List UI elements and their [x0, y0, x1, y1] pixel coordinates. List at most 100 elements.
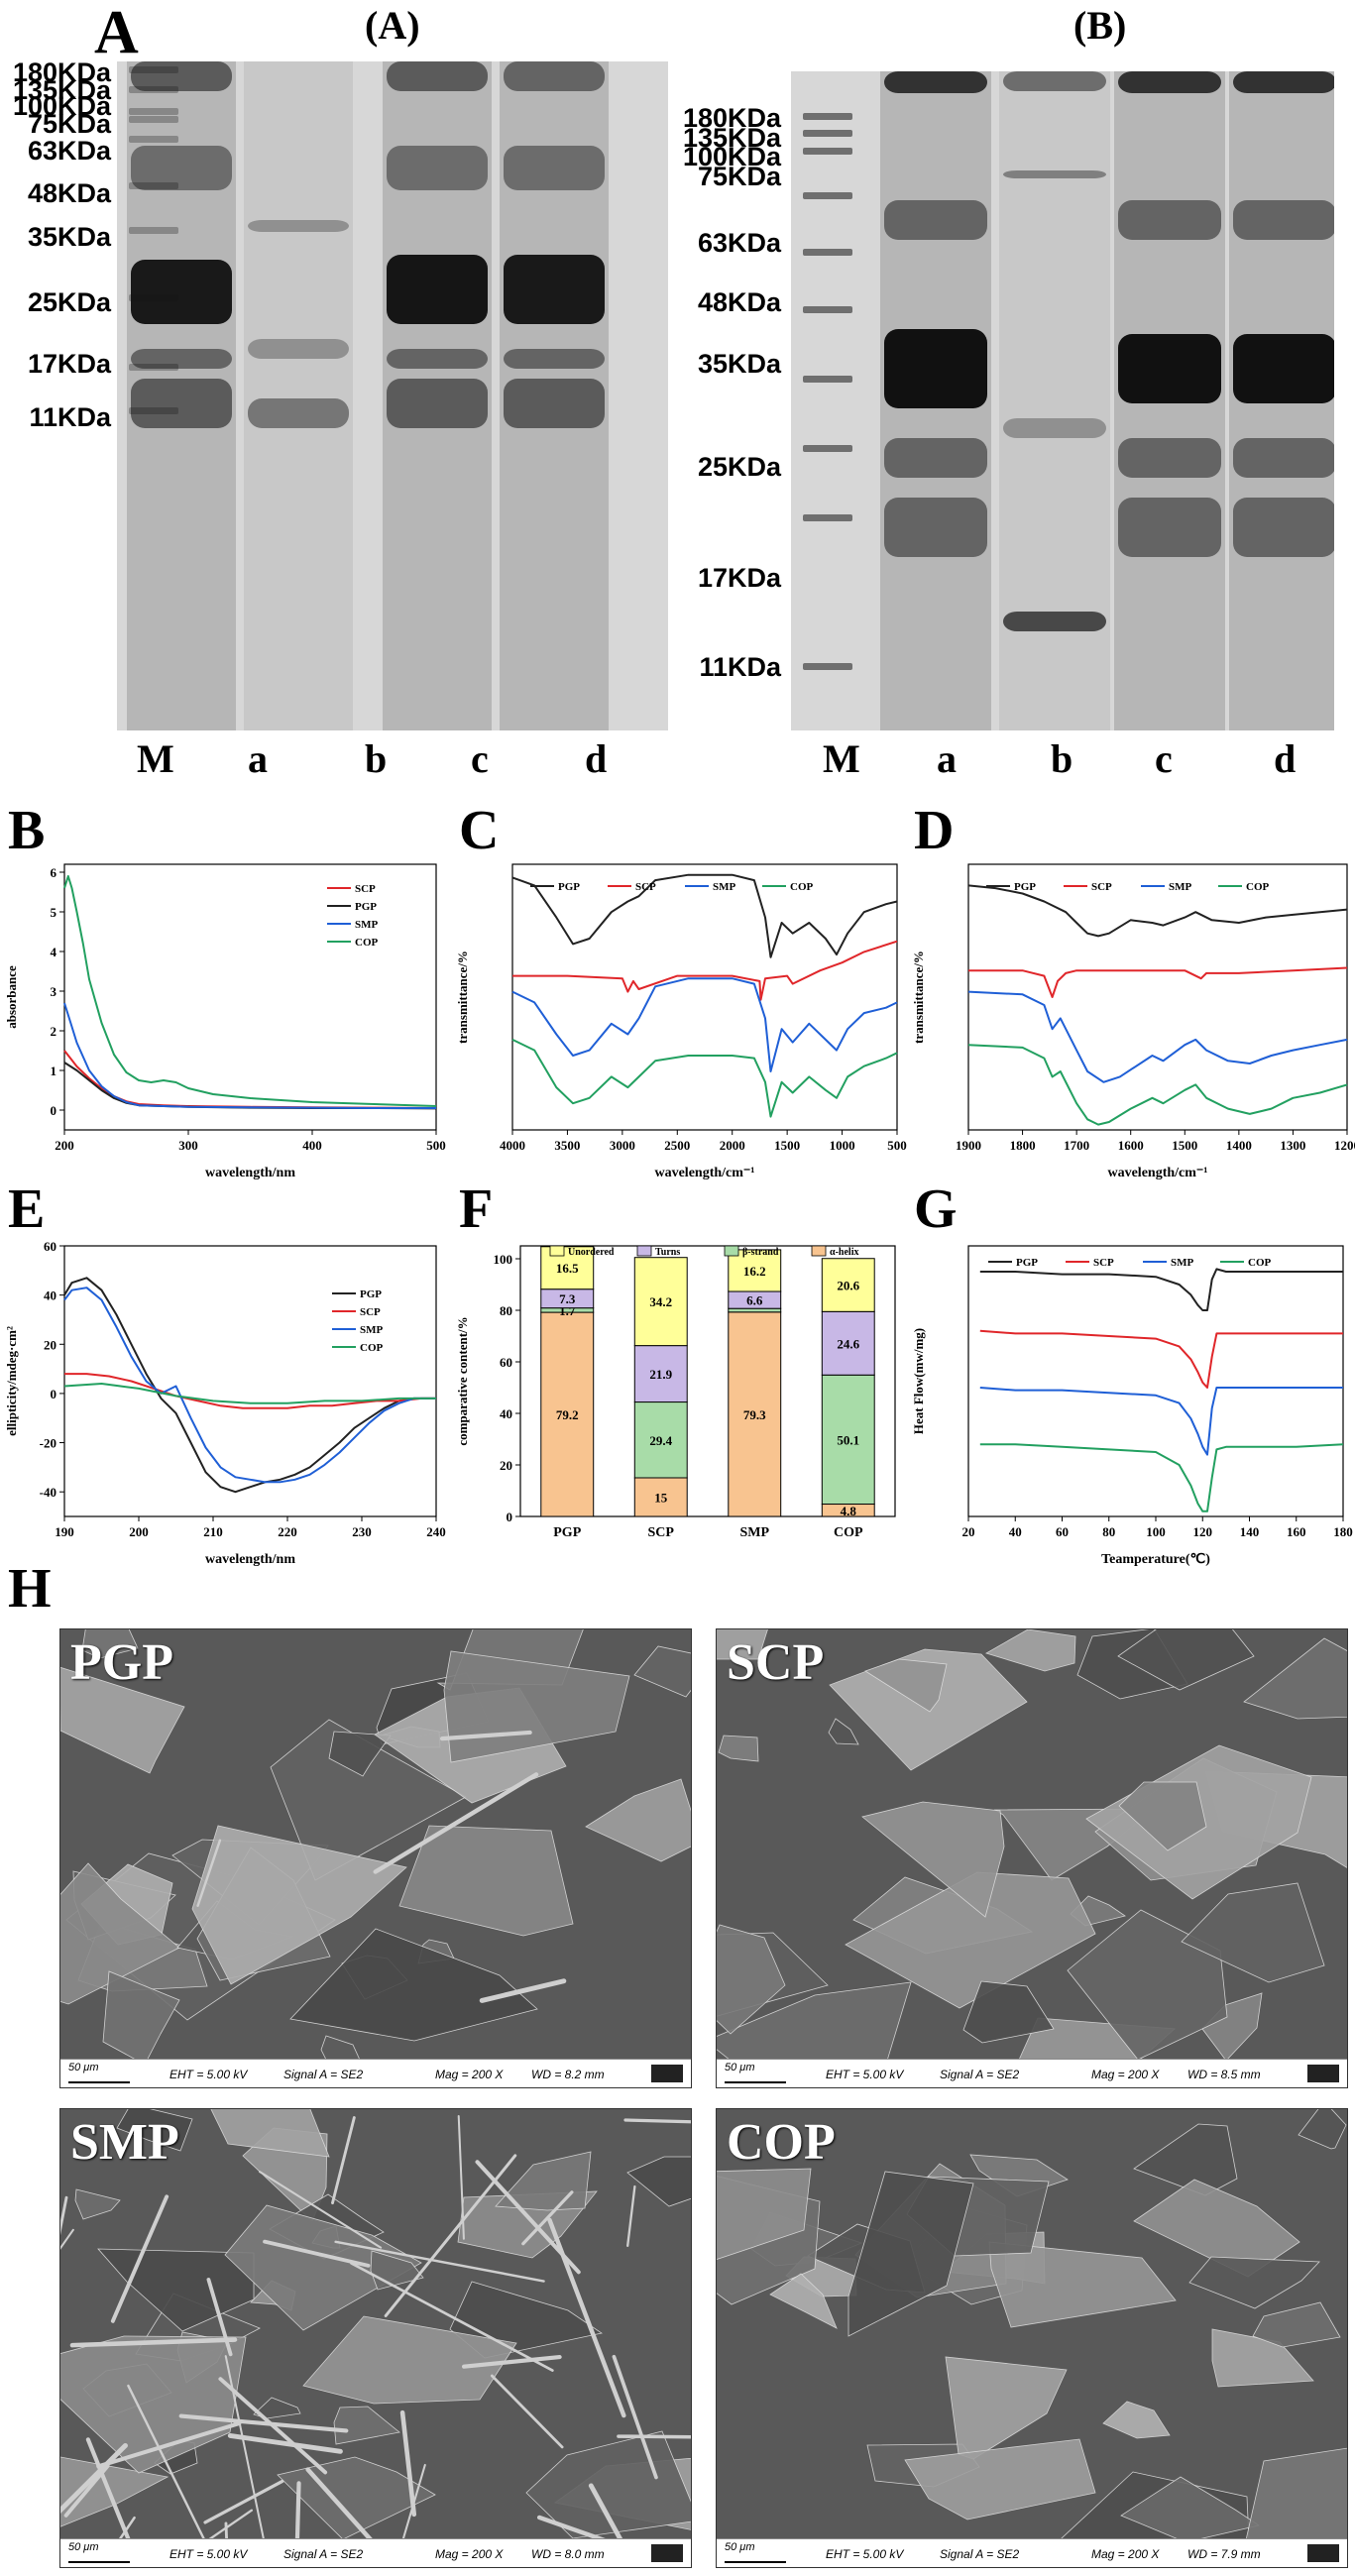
legend-swatch-ahelix — [811, 1245, 827, 1257]
legend-label: COP — [360, 1342, 384, 1354]
marker-label-left: 11KDa — [29, 402, 111, 432]
legend-label: COP — [790, 881, 814, 893]
series-line-pgp — [63, 1277, 436, 1494]
x-tick-label: 80 — [1102, 1524, 1115, 1539]
sem-image-smp: SMP 50 μm EHT = 5.00 kV Signal A = SE2 Mag =… — [59, 2108, 692, 2568]
x-tick-label: 1800 — [1010, 1138, 1036, 1153]
sem-fiber — [475, 2160, 581, 2275]
x-tick-label: 1400 — [1226, 1138, 1252, 1153]
marker-band — [803, 376, 852, 383]
bar-value-label: 16.2 — [743, 1264, 766, 1279]
x-tick-label: 2500 — [664, 1138, 690, 1153]
sem-fiber — [612, 2354, 658, 2480]
sem-flake — [861, 1801, 1005, 1918]
sem-texture — [717, 2109, 1347, 2539]
marker-label-right: 63KDa — [697, 228, 781, 258]
marker-label-left: 48KDa — [27, 178, 111, 208]
sem-fiber — [399, 2409, 417, 2518]
marker-label-right: 100KDa — [682, 142, 781, 171]
legend-label: PGP — [355, 901, 377, 913]
x-tick-label: 60 — [1056, 1524, 1069, 1539]
x-tick-label: 40 — [1009, 1524, 1022, 1539]
sem-flake — [289, 1928, 538, 2042]
panel-letter-a: A — [94, 0, 139, 66]
lane-label-right: d — [1274, 736, 1297, 781]
sem-flake — [1067, 1909, 1228, 2060]
x-tick-label: 2000 — [720, 1138, 745, 1153]
bar-value-label: 29.4 — [649, 1433, 672, 1448]
zeiss-logo — [651, 2544, 683, 2562]
panel-letter-g: G — [914, 1178, 958, 1240]
sem-flake — [717, 2168, 812, 2261]
sem-flake — [1188, 2256, 1320, 2309]
legend-label: COP — [355, 937, 379, 949]
protein-band — [1233, 498, 1334, 557]
sem-wd-text: WD = 8.5 mm — [1187, 2068, 1261, 2081]
marker-label-right: 75KDa — [697, 162, 781, 191]
x-tick-label: 230 — [352, 1524, 372, 1539]
bar-segment-ahelix — [540, 1311, 595, 1517]
protein-band — [1233, 71, 1334, 93]
y-tick-label: 6 — [51, 865, 57, 880]
sem-flake — [60, 2456, 169, 2527]
sem-fiber — [439, 1730, 532, 1741]
sem-flake — [717, 1629, 768, 1660]
marker-band — [803, 514, 852, 521]
sem-flake — [1211, 2328, 1314, 2388]
chart-f-secondary-structure: 0 20 40 60 80 100 comparative content/% 79.2 1.7… — [451, 1234, 907, 1576]
sem-flake — [81, 1629, 139, 1659]
gel-lane — [999, 71, 1110, 730]
protein-band — [504, 349, 605, 369]
marker-band — [803, 445, 852, 452]
chart-c-ftir: 4000 3500 3000 2500 2000 1500 1000 500 wavelengt… — [451, 852, 907, 1189]
sem-flake — [1243, 1637, 1347, 1720]
y-tick-label: 5 — [51, 905, 57, 920]
x-tick-label: 1300 — [1280, 1138, 1305, 1153]
bar-segment-bstrand — [728, 1307, 782, 1313]
protein-band — [387, 379, 488, 428]
protein-band — [884, 498, 987, 557]
panel-letter-f: F — [459, 1178, 494, 1240]
marker-band — [803, 148, 852, 155]
x-tick-label: 240 — [426, 1524, 446, 1539]
sem-fiber — [60, 2228, 74, 2250]
scale-label: 50 μm — [725, 2541, 755, 2553]
sem-fiber — [196, 1839, 222, 1908]
legend-label: SMP — [1169, 881, 1192, 893]
y-tick-label: 60 — [500, 1355, 512, 1370]
protein-band — [1003, 71, 1106, 91]
lane-label-left: a — [248, 736, 268, 781]
sem-fiber — [334, 2240, 545, 2283]
lane-label-left: c — [471, 736, 489, 781]
marker-label-right: 11KDa — [699, 652, 781, 682]
bar-segment-bstrand — [821, 1374, 875, 1506]
sem-wd-text: WD = 8.2 mm — [531, 2068, 605, 2081]
sem-fiber — [401, 2463, 426, 2539]
sem-flake — [74, 2188, 121, 2220]
bar-segment-turns — [821, 1310, 875, 1376]
sem-wd-text: WD = 7.9 mm — [1187, 2547, 1261, 2561]
marker-label-right: 35KDa — [697, 349, 781, 379]
sem-fiber — [536, 2515, 609, 2539]
marker-label-right: 135KDa — [682, 123, 781, 153]
sem-flake — [398, 1825, 574, 1937]
sem-flake — [1133, 2123, 1238, 2196]
protein-band — [387, 349, 488, 369]
series-line-pgp — [63, 1062, 437, 1110]
y-tick-label: 0 — [51, 1103, 57, 1118]
series-line-smp — [511, 977, 898, 1072]
y-tick-label: 2 — [51, 1024, 57, 1039]
sem-sample-label: PGP — [70, 1634, 173, 1691]
legend-label: PGP — [1014, 881, 1036, 893]
y-tick-label: 40 — [500, 1406, 512, 1421]
bar-value-label: 79.3 — [743, 1407, 766, 1422]
scale-bar — [725, 2081, 786, 2083]
legend-label: SMP — [1171, 1257, 1194, 1269]
sem-fiber — [490, 2374, 564, 2449]
marker-band — [803, 130, 852, 137]
protein-band — [1003, 612, 1106, 631]
sem-flake — [717, 1981, 912, 2060]
marker-band — [803, 306, 852, 313]
y-axis-label: ellipticity/mdeg·cm² — [4, 1326, 19, 1436]
series-line-scp — [979, 1329, 1343, 1389]
